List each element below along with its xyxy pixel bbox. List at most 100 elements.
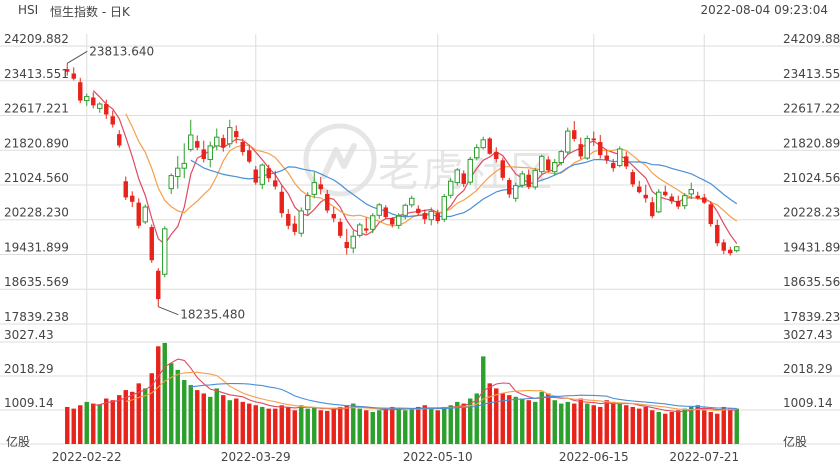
volume-bar xyxy=(494,388,499,444)
candle-body-down xyxy=(650,202,655,217)
volume-bar xyxy=(513,396,518,444)
volume-bar xyxy=(370,411,375,444)
volume-bar xyxy=(91,403,96,444)
volume-bar xyxy=(429,408,434,444)
price-tick-label-left: 19431.899 xyxy=(4,241,69,255)
candle xyxy=(117,130,122,148)
candle-body-down xyxy=(201,149,206,160)
candle xyxy=(181,143,187,179)
candle-body-down xyxy=(325,193,330,211)
candle xyxy=(279,185,284,218)
candle xyxy=(416,205,421,216)
volume-bar xyxy=(585,403,590,444)
volume-bar xyxy=(403,410,408,444)
candle-body-down xyxy=(702,197,707,203)
candle xyxy=(195,135,200,151)
candle-body-down xyxy=(104,104,109,115)
volume-bar xyxy=(546,393,551,444)
price-tick-label-right: 21820.890 xyxy=(783,136,840,150)
volume-bar xyxy=(110,400,115,444)
candle-body-down xyxy=(708,204,713,225)
volume-bar xyxy=(695,405,700,444)
volume-bar xyxy=(136,383,141,444)
volume-bar xyxy=(442,406,447,444)
candle xyxy=(734,246,740,253)
volume-bar xyxy=(97,404,102,444)
volume-bar xyxy=(656,411,661,444)
candle-body-down xyxy=(195,141,200,148)
volume-bar xyxy=(637,408,642,444)
volume-bar xyxy=(461,403,466,444)
volume-bar xyxy=(260,406,265,444)
volume-bar xyxy=(728,408,733,444)
candle xyxy=(676,195,681,210)
volume-bar xyxy=(195,390,200,444)
candle xyxy=(376,203,382,219)
volume-bar xyxy=(702,410,707,444)
candle-body-up xyxy=(214,136,220,147)
candle xyxy=(110,110,115,128)
candle xyxy=(617,146,623,168)
volume-tick-label-right: 3027.43 xyxy=(783,328,833,342)
price-tick-label-right: 19431.899 xyxy=(783,241,840,255)
candle xyxy=(175,155,181,189)
candle xyxy=(91,92,96,109)
candle xyxy=(84,93,90,106)
candle xyxy=(702,193,707,204)
candle-body-up xyxy=(428,210,434,221)
volume-bar xyxy=(474,393,479,444)
candle xyxy=(578,137,583,160)
candle-body-down xyxy=(279,191,284,214)
x-axis-labels: 2022-02-22 2022-03-29 2022-05-10 2022-06-15… xyxy=(52,450,739,464)
candle xyxy=(142,204,148,225)
candle-body-up xyxy=(305,195,311,211)
candle-body-up xyxy=(259,164,265,185)
candle xyxy=(500,157,505,181)
volume-bar xyxy=(273,408,278,444)
candle-body-down xyxy=(578,144,583,157)
candle xyxy=(221,134,226,152)
price-tick-label-right: 22617.221 xyxy=(783,102,840,116)
volume-bar xyxy=(617,403,622,444)
candle xyxy=(253,165,258,185)
volume-bar xyxy=(520,398,525,444)
candle-body-down xyxy=(624,156,629,167)
candle xyxy=(715,219,720,247)
candle xyxy=(311,172,317,199)
candle xyxy=(643,184,648,203)
candle-body-down xyxy=(663,191,668,196)
date-tick-label: 2022-03-29 xyxy=(221,450,291,464)
candle-body-up xyxy=(311,182,317,195)
candle-body-down xyxy=(65,69,70,72)
volume-bar xyxy=(422,405,427,444)
candle-body-down xyxy=(78,82,83,101)
candle-body-up xyxy=(207,145,213,160)
y-axis-labels: 24209.882 24209.882 23413.551 23413.551 2261… xyxy=(4,32,840,410)
candle xyxy=(97,102,103,113)
volume-bar xyxy=(123,390,128,444)
candle xyxy=(71,67,76,81)
price-tick-label-right: 24209.882 xyxy=(783,32,840,46)
candle-body-up xyxy=(448,180,454,196)
volume-bar xyxy=(539,391,544,444)
candle-body-down xyxy=(728,249,733,254)
volume-bar xyxy=(448,405,453,444)
volume-bar xyxy=(208,396,213,444)
volume-bar xyxy=(71,408,76,444)
price-tick-label-right: 20228.230 xyxy=(783,206,840,220)
candle-body-down xyxy=(487,138,492,154)
candle xyxy=(240,138,245,156)
volume-bar xyxy=(559,403,564,444)
volume-bar xyxy=(468,398,473,444)
volume-bar xyxy=(325,410,330,444)
candle-body-down xyxy=(422,213,427,220)
candle xyxy=(435,209,440,224)
volume-bar xyxy=(487,383,492,444)
volume-ma-lines xyxy=(93,358,737,413)
date-tick-label: 2022-02-22 xyxy=(52,450,122,464)
candle xyxy=(584,135,590,160)
candle xyxy=(428,207,434,226)
price-tick-label-left: 22617.221 xyxy=(4,102,69,116)
candle xyxy=(130,191,135,208)
candle-body-down xyxy=(676,200,681,207)
